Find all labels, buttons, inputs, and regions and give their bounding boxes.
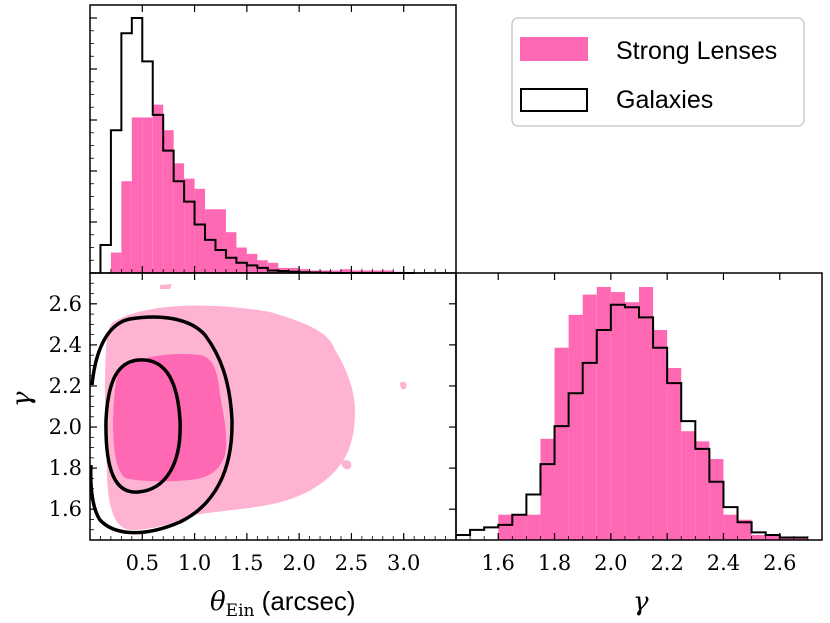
lens-theta-bar xyxy=(267,262,279,273)
panel-gamma-histogram: 1.6 1.8 2.0 2.2 2.4 2.6 γ xyxy=(455,272,823,617)
x-tick-label: 1.6 xyxy=(482,551,515,575)
galaxy-outer-contour xyxy=(90,315,234,535)
lens-theta-bar xyxy=(330,270,341,273)
legend-label-galaxies: Galaxies xyxy=(616,86,713,114)
lens-theta-bar xyxy=(163,130,174,273)
lens-theta-bar xyxy=(246,253,258,273)
x-tick-label: 3.0 xyxy=(387,551,420,575)
x-tick-label: 1.5 xyxy=(230,551,263,575)
x-tick-label: 2.0 xyxy=(594,551,627,575)
lens-gamma-bar xyxy=(610,292,625,540)
lens-gamma-bar xyxy=(653,330,668,540)
x-tick-label: 2.2 xyxy=(650,551,683,575)
y-tick-label: 2.0 xyxy=(49,415,82,439)
x-axis-label-theta: θEin (arcsec) xyxy=(210,586,356,621)
lens-gamma-bar xyxy=(695,441,710,540)
x-axis-label-gamma: γ xyxy=(633,587,649,617)
lens-theta-bars xyxy=(110,104,404,273)
lens-gamma-bar xyxy=(793,537,808,540)
y-tick-label: 2.6 xyxy=(49,292,82,316)
lens-theta-bar xyxy=(131,117,143,273)
lens-gamma-bar xyxy=(709,459,724,540)
x-tick-label: 1.0 xyxy=(178,551,211,575)
lens-inner-contour xyxy=(113,353,227,482)
legend-swatch-galaxies xyxy=(520,88,588,112)
lens-theta-bar xyxy=(361,270,373,273)
lens-gamma-bar xyxy=(568,314,583,540)
lens-gamma-bar xyxy=(540,438,555,540)
lens-gamma-bar xyxy=(582,294,597,540)
lens-theta-bar xyxy=(236,247,247,273)
lens-theta-bar xyxy=(351,270,362,273)
legend: Strong Lenses Galaxies xyxy=(511,17,805,127)
y-tick-label: 2.2 xyxy=(49,374,82,398)
y-tick-label: 1.8 xyxy=(49,456,82,480)
x-tick-label: 2.4 xyxy=(707,551,740,575)
lens-theta-bar xyxy=(110,252,122,273)
lens-theta-bar xyxy=(288,267,300,273)
lens-theta-bar xyxy=(173,163,185,273)
x-tick-label: 2.0 xyxy=(282,551,315,575)
x-tick-label: 2.6 xyxy=(763,551,796,575)
lens-gamma-bar xyxy=(765,534,780,540)
lens-theta-bar xyxy=(142,117,153,273)
y-tick-label: 2.4 xyxy=(49,333,82,357)
lens-outlier-blob xyxy=(341,460,352,470)
legend-swatch-strong-lenses xyxy=(520,37,588,61)
gamma-histogram-frame xyxy=(455,272,823,541)
x-tick-label: 1.8 xyxy=(538,551,571,575)
panel-theta-gamma-contours: 0.5 1.0 1.5 2.0 2.5 3.0 1.6 1.8 2.0 2.2 2.4 2.6 θEi… xyxy=(7,272,457,621)
lens-theta-bar xyxy=(382,270,394,273)
lens-gamma-bar xyxy=(751,534,766,540)
lens-outlier-blob xyxy=(400,381,407,390)
lens-outlier-blob xyxy=(312,408,321,418)
lens-gamma-bar xyxy=(512,514,527,540)
lens-gamma-bar xyxy=(639,287,654,540)
lens-gamma-bar xyxy=(667,367,682,540)
lens-gamma-bar xyxy=(779,537,794,540)
legend-label-strong-lenses: Strong Lenses xyxy=(616,37,777,65)
lens-theta-bar xyxy=(340,269,352,273)
lens-gamma-bar xyxy=(498,514,513,540)
lens-theta-bar xyxy=(257,260,268,273)
lens-outlier-blob xyxy=(340,427,350,437)
lens-theta-bar xyxy=(225,232,237,273)
lens-outlier-blob xyxy=(282,380,299,397)
lens-gamma-bar xyxy=(624,302,639,540)
x-tick-label: 2.5 xyxy=(335,551,368,575)
lens-gamma-bar xyxy=(723,514,738,540)
panel-theta-histogram xyxy=(89,4,457,274)
lens-theta-bar xyxy=(215,209,226,273)
lens-theta-bar xyxy=(184,178,195,273)
galaxy-gamma-step-line xyxy=(456,303,808,539)
lens-gamma-bar xyxy=(681,431,696,540)
lens-outlier-blob xyxy=(160,284,172,289)
x-tick-label: 0.5 xyxy=(126,551,159,575)
y-tick-label: 1.6 xyxy=(49,497,82,521)
lens-theta-bar xyxy=(320,270,331,273)
lens-gamma-bar xyxy=(554,347,569,540)
lens-gamma-bars xyxy=(498,287,808,540)
lens-theta-bar xyxy=(372,270,383,273)
lens-theta-bar xyxy=(194,188,206,273)
y-axis-label-gamma: γ xyxy=(7,391,37,407)
galaxy-inner-contour xyxy=(104,358,182,494)
gamma-histogram-ticks: 1.6 1.8 2.0 2.2 2.4 2.6 xyxy=(469,273,823,575)
lens-theta-bar xyxy=(152,104,164,273)
lens-theta-bar xyxy=(205,209,216,273)
lens-gamma-bar xyxy=(596,287,611,540)
lens-theta-bar xyxy=(121,181,132,273)
lens-gamma-bar xyxy=(737,519,752,540)
lens-theta-bar xyxy=(299,269,310,273)
lens-gamma-bar xyxy=(526,514,541,540)
